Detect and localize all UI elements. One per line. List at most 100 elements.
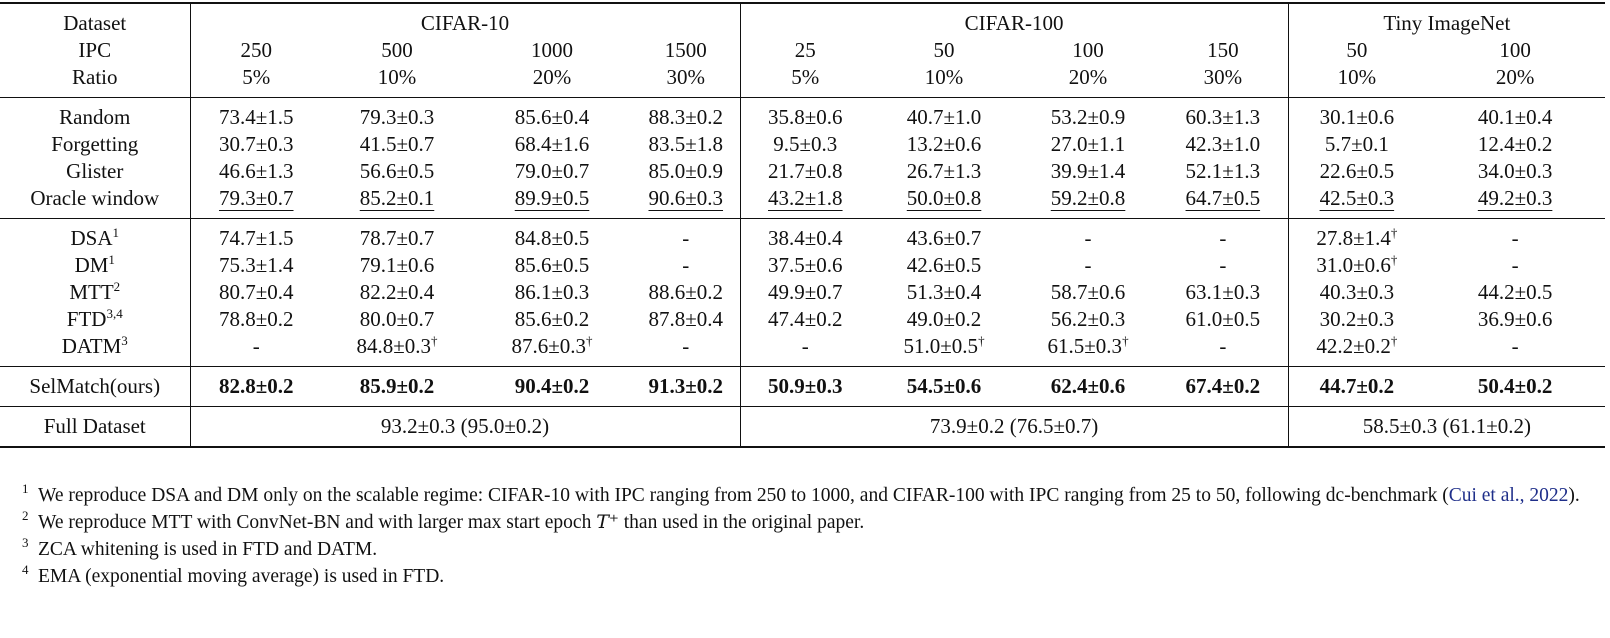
ratio-value: 20% (1495, 65, 1535, 89)
result-cell: - (1158, 333, 1288, 367)
footnote-ref: 3 (121, 333, 128, 348)
result-cell: 50.9±0.3 (739, 366, 871, 407)
result-cell: 87.6±0.3† (472, 333, 632, 367)
citation-open: ( (1437, 485, 1449, 506)
footnote-mark: 3 (22, 535, 29, 550)
accuracy-value: 74.7±1.5 (218, 226, 294, 250)
result-cell: 88.3±0.2 (632, 97, 741, 131)
result-cell: 60.3±1.3 (1158, 97, 1289, 131)
result-cell: 74.7±1.5 (189, 218, 322, 252)
result-cell: 79.3±0.3 (322, 97, 472, 131)
accuracy-value: 89.9±0.5 (514, 186, 590, 210)
result-cell: 42.6±0.5 (870, 252, 1018, 279)
accuracy-value: 86.1±0.3 (514, 280, 590, 304)
ratio-value: 20% (1068, 65, 1108, 89)
result-cell: 56.6±0.5 (322, 158, 472, 185)
ipc-value: 1000 (531, 38, 573, 62)
method-cell: Full Dataset (0, 406, 190, 448)
result-cell: - (632, 218, 741, 252)
result-cell: 53.2±0.9 (1018, 97, 1159, 131)
method-cell: DSA1 (0, 218, 190, 252)
result-cell: 49.0±0.2 (870, 306, 1018, 333)
footnote-ref: 1 (108, 252, 115, 267)
result-cell: - (632, 333, 740, 367)
accuracy-value: - (252, 334, 260, 358)
accuracy-value: 40.1±0.4 (1477, 105, 1553, 129)
accuracy-value: 84.8±0.5 (514, 226, 590, 250)
accuracy-value: 36.9±0.6 (1477, 307, 1553, 331)
accuracy-value: 40.3±0.3 (1319, 280, 1395, 304)
accuracy-value: 80.0±0.7 (359, 307, 435, 331)
dataset-header: Tiny ImageNet (1287, 2, 1606, 37)
accuracy-value: 80.7±0.4 (218, 280, 294, 304)
accuracy-value: 51.0±0.5 (903, 334, 979, 358)
table-row: DSA1 74.7±1.5 78.7±0.7 84.8±0.5 - 38.4±0.4 43.… (0, 218, 1606, 252)
accuracy-value: 50.0±0.8 (906, 186, 982, 210)
result-cell: 50.4±0.2 (1425, 366, 1606, 407)
accuracy-value: 59.2±0.8 (1050, 186, 1126, 210)
table-row: Forgetting 30.7±0.3 41.5±0.7 68.4±1.6 83.5±1… (0, 131, 1605, 158)
footnote-3: 3 ZCA whitening is used in FTD and DATM. (22, 535, 1592, 563)
accuracy-value: - (1084, 253, 1092, 277)
dataset-name: Tiny ImageNet (1383, 11, 1511, 35)
result-cell: 64.7±0.5 (1158, 185, 1288, 219)
ratio-value: 5% (242, 65, 271, 89)
table-row: MTT2 80.7±0.4 82.2±0.4 86.1±0.3 88.6±0.2 49.9… (0, 279, 1605, 306)
accuracy-value: 58.7±0.6 (1050, 280, 1126, 304)
accuracy-value: - (682, 226, 690, 250)
ipc-value: 100 (1072, 38, 1104, 62)
result-cell: 75.3±1.4 (189, 252, 322, 279)
method-name: Random (59, 105, 131, 129)
result-cell: 87.8±0.4 (632, 306, 740, 333)
accuracy-value: 39.9±1.4 (1050, 159, 1126, 183)
table-body: Dataset CIFAR-10 CIFAR-100 Tiny ImageNet IPC… (0, 2, 1606, 448)
accuracy-value: 61.5±0.3 (1047, 334, 1123, 358)
dataset-header: CIFAR-10 (189, 2, 741, 37)
header-label: Dataset (0, 2, 190, 37)
ipc-cell: 100 (1425, 37, 1605, 64)
dagger-mark: † (1122, 333, 1129, 348)
result-cell: - (1018, 252, 1158, 279)
accuracy-value: 85.2±0.1 (359, 186, 435, 210)
method-name: Oracle window (30, 186, 160, 210)
accuracy-value: 43.6±0.7 (906, 226, 982, 250)
result-cell: 40.1±0.4 (1425, 97, 1606, 131)
result-cell: 54.5±0.6 (870, 366, 1019, 407)
citation-close: ). (1568, 485, 1580, 506)
accuracy-value: 87.6±0.3 (511, 334, 587, 358)
accuracy-value: 50.9±0.3 (768, 374, 843, 398)
method-name: Forgetting (51, 132, 139, 156)
accuracy-value: 9.5±0.3 (773, 132, 838, 156)
header-label-text: Ratio (72, 65, 118, 89)
ratio-cell: 20% (1018, 64, 1158, 98)
header-label: Ratio (0, 64, 190, 98)
result-cell: 89.9±0.5 (472, 185, 632, 219)
result-cell: 30.1±0.6 (1287, 97, 1426, 131)
result-cell: 47.4±0.2 (739, 306, 871, 333)
method-cell: DATM3 (0, 333, 190, 367)
citation-link[interactable]: Cui et al., 2022 (1448, 485, 1569, 506)
accuracy-value: 50.4±0.2 (1477, 374, 1553, 398)
header-row: IPC 250 500 1000 1500 25 50 100 150 50 100 (0, 37, 1605, 64)
accuracy-value: 12.4±0.2 (1477, 132, 1553, 156)
selmatch-row: SelMatch(ours) 82.8±0.2 85.9±0.2 90.4±0.2 91… (0, 366, 1606, 407)
ipc-cell: 250 (189, 37, 322, 64)
accuracy-value: 26.7±1.3 (906, 159, 982, 183)
accuracy-value: 5.7±0.1 (1324, 132, 1389, 156)
result-cell: 31.0±0.6† (1287, 252, 1426, 279)
table-row: FTD3,4 78.8±0.2 80.0±0.7 85.6±0.2 87.8±0.4 47… (0, 306, 1605, 333)
accuracy-value: 27.0±1.1 (1050, 132, 1126, 156)
ipc-value: 150 (1207, 38, 1239, 62)
dataset-header: CIFAR-100 (739, 2, 1289, 37)
accuracy-value: 85.9±0.2 (359, 374, 435, 398)
result-cell: 82.8±0.2 (189, 366, 322, 407)
result-cell: 49.2±0.3 (1425, 185, 1605, 219)
accuracy-value: 27.8±1.4 (1316, 226, 1391, 250)
method-name: DSA (70, 226, 113, 250)
accuracy-value: 78.8±0.2 (218, 307, 294, 331)
accuracy-value: 30.1±0.6 (1319, 105, 1395, 129)
footnote-text: We reproduce MTT with ConvNet-BN and wit… (38, 512, 597, 533)
header-label-text: IPC (78, 38, 112, 62)
table-row: DM1 75.3±1.4 79.1±0.6 85.6±0.5 - 37.5±0.6 42.6… (0, 252, 1605, 279)
result-cell: 35.8±0.6 (739, 97, 871, 131)
